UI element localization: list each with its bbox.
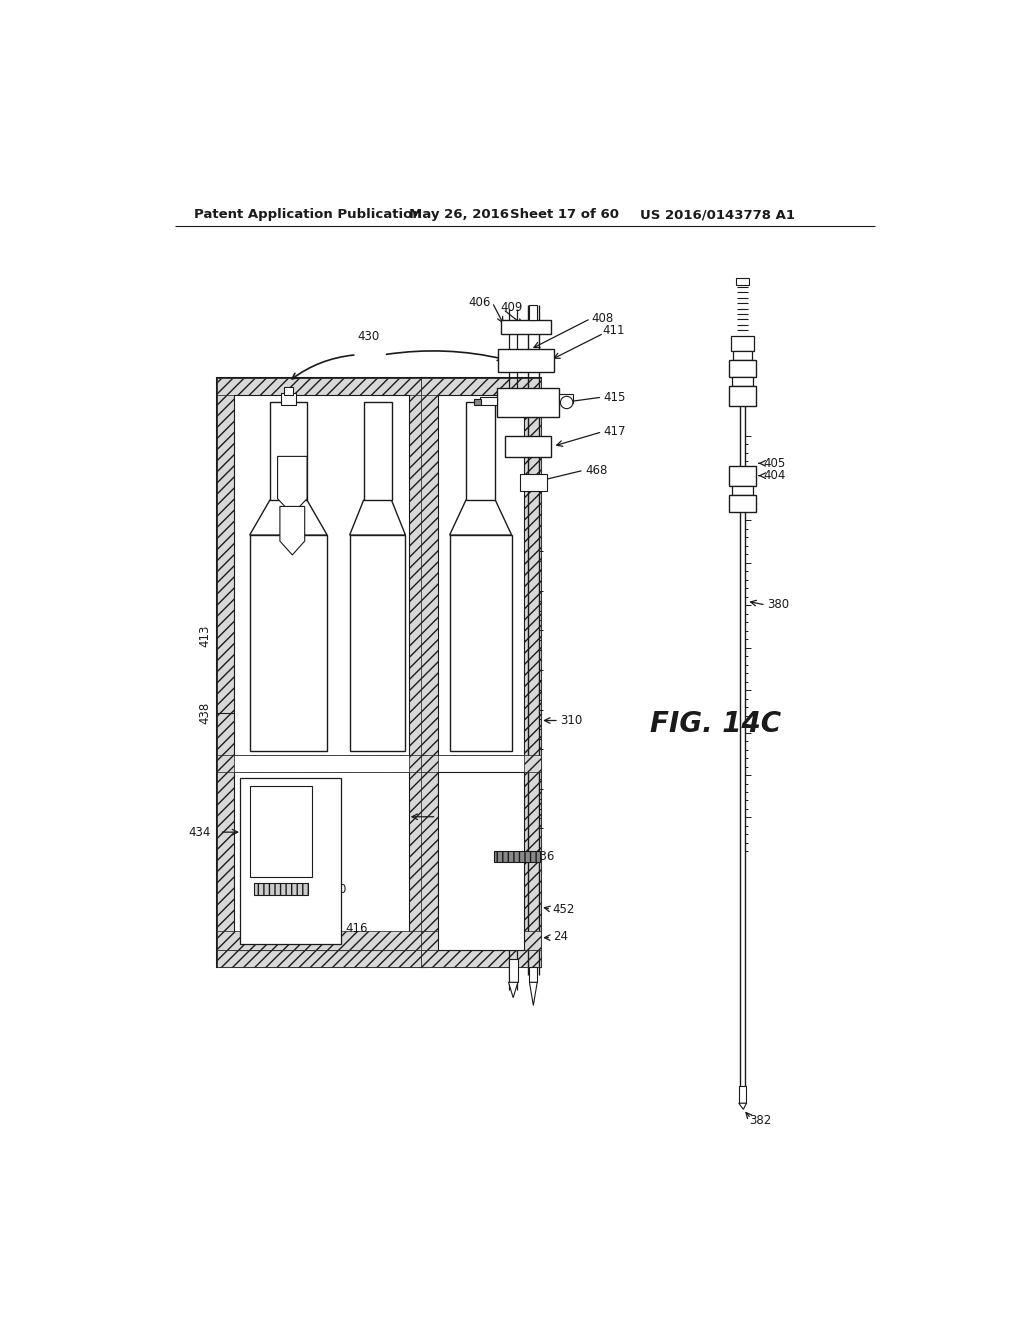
- Bar: [421, 931, 541, 950]
- Bar: [438, 395, 524, 950]
- Text: 409: 409: [500, 301, 522, 314]
- Text: 436: 436: [532, 850, 555, 863]
- Text: 415: 415: [604, 391, 627, 404]
- Text: 408: 408: [592, 312, 613, 325]
- Bar: [529, 305, 538, 321]
- Bar: [217, 755, 426, 772]
- Text: 417: 417: [604, 425, 627, 438]
- Bar: [421, 378, 541, 395]
- Bar: [241, 779, 341, 944]
- Polygon shape: [349, 500, 406, 535]
- Bar: [217, 378, 234, 966]
- Bar: [466, 403, 496, 500]
- Text: 380: 380: [767, 598, 790, 611]
- Bar: [421, 378, 541, 966]
- Text: 412: 412: [438, 810, 461, 824]
- Bar: [438, 772, 524, 950]
- Bar: [729, 360, 756, 378]
- Text: 411: 411: [602, 325, 625, 338]
- Bar: [281, 393, 296, 405]
- Bar: [217, 950, 426, 966]
- Text: 418: 418: [457, 859, 479, 871]
- Bar: [520, 474, 547, 491]
- Text: 468: 468: [586, 463, 607, 477]
- Bar: [284, 387, 293, 395]
- Text: 416: 416: [345, 921, 368, 935]
- Text: 410: 410: [324, 883, 346, 896]
- Text: US 2016/0143778 A1: US 2016/0143778 A1: [640, 209, 795, 222]
- Bar: [217, 378, 426, 395]
- Bar: [729, 466, 756, 486]
- Bar: [529, 966, 538, 982]
- Bar: [497, 388, 559, 417]
- Polygon shape: [529, 982, 538, 1006]
- Text: 434: 434: [188, 825, 211, 838]
- Bar: [559, 395, 572, 404]
- Text: FIG. 14C: FIG. 14C: [650, 710, 781, 738]
- Text: 413: 413: [198, 624, 211, 647]
- Bar: [731, 335, 755, 351]
- Bar: [732, 378, 754, 387]
- Bar: [480, 397, 497, 405]
- Bar: [349, 535, 406, 751]
- Text: 310: 310: [560, 714, 583, 727]
- Bar: [450, 535, 512, 751]
- Bar: [729, 387, 756, 405]
- Bar: [250, 535, 328, 751]
- Bar: [421, 755, 541, 772]
- Bar: [738, 1086, 746, 1104]
- Bar: [254, 883, 308, 895]
- Bar: [499, 350, 554, 372]
- Bar: [364, 403, 391, 500]
- Bar: [509, 960, 518, 982]
- Text: 431: 431: [470, 676, 493, 689]
- Bar: [505, 436, 551, 457]
- Bar: [270, 403, 307, 500]
- Text: 430: 430: [357, 330, 379, 343]
- Bar: [421, 950, 541, 966]
- Polygon shape: [278, 457, 307, 515]
- Polygon shape: [250, 500, 328, 535]
- Text: Sheet 17 of 60: Sheet 17 of 60: [510, 209, 620, 222]
- Polygon shape: [509, 982, 518, 998]
- Bar: [501, 321, 551, 334]
- Bar: [494, 851, 541, 862]
- Bar: [234, 755, 410, 772]
- Text: 24: 24: [553, 929, 567, 942]
- Bar: [421, 378, 438, 966]
- Text: 404: 404: [764, 469, 785, 482]
- Bar: [736, 277, 749, 285]
- Bar: [729, 495, 756, 512]
- Polygon shape: [280, 507, 305, 554]
- Text: Patent Application Publication: Patent Application Publication: [194, 209, 422, 222]
- Text: 433: 433: [464, 840, 486, 853]
- Circle shape: [560, 396, 572, 409]
- Bar: [438, 755, 524, 772]
- Text: 382: 382: [750, 1114, 772, 1127]
- Bar: [234, 395, 410, 950]
- Bar: [524, 378, 541, 966]
- Bar: [733, 351, 752, 360]
- Text: May 26, 2016: May 26, 2016: [409, 209, 509, 222]
- Bar: [250, 785, 311, 876]
- Text: 438: 438: [198, 702, 211, 723]
- Bar: [410, 378, 426, 966]
- Text: 452: 452: [553, 903, 575, 916]
- Polygon shape: [738, 1104, 746, 1109]
- Bar: [217, 931, 426, 950]
- Bar: [732, 486, 754, 495]
- Bar: [474, 399, 481, 405]
- Text: 405: 405: [764, 457, 785, 470]
- Text: 406: 406: [468, 296, 490, 309]
- Polygon shape: [450, 500, 512, 535]
- Bar: [217, 378, 426, 966]
